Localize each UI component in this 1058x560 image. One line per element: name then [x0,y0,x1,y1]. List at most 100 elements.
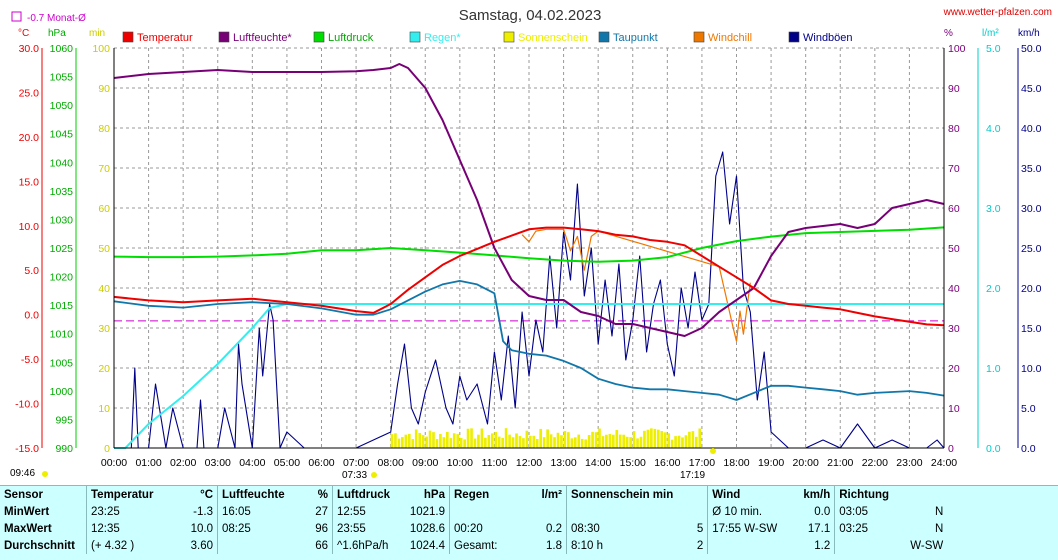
summary-cell-value: 66 [315,539,328,552]
summary-header-unit: % [317,488,328,501]
summary-cell-time: 03:05 [834,503,906,520]
summary-cell-time: Gesamt: [449,537,518,554]
legend-swatch-rain [409,31,421,43]
sunshine-bar [463,439,466,448]
summary-row-max: MaxWert 12:35 10.0 08:25 96 23:55 1028.6… [0,520,947,537]
y-tick-label-sun: 80 [98,123,110,135]
y-tick-label-humidity: 20 [948,363,960,375]
sunshine-bar [432,432,435,448]
sunshine-bar [560,435,563,448]
sunshine-bar [501,437,504,448]
x-tick-label: 21:00 [827,457,853,469]
weather-chart: Samstag, 04.02.2023 www.wetter-pfalzen.c… [10,7,1052,481]
axis-tick-labels: 00:00 01:00 02:00 03:00 04:00 05:00 06:00 07:00… [15,43,1042,469]
legend-swatch-pres [313,31,325,43]
sunshine-bar [470,428,473,448]
sunshine-bar [539,428,543,448]
sunshine-bar [421,435,425,448]
y-tick-label-wind: 40.0 [1021,123,1042,135]
summary-header-unit [905,486,947,503]
sunshine-bar [570,438,574,448]
legend-swatch-temp [122,31,134,43]
sunshine-bar [504,428,508,448]
y-tick-label-sun: 50 [98,243,110,255]
y-tick-label-wind: 50.0 [1021,43,1042,55]
y-tick-label-rain: 3.0 [986,203,1001,215]
y-tick-label-humidity: 10 [948,403,960,415]
y-tick-label-temp: 20.0 [19,132,40,144]
series-line-gust [114,151,945,449]
source-link[interactable]: www.wetter-pfalzen.com [943,7,1052,18]
summary-cell-value: 27 [315,505,328,518]
summary-cell-value: 2 [696,539,704,552]
summary-cell-time: 16:05 [217,503,304,520]
sunshine-bar [456,434,460,448]
y-tick-label-wind: 5.0 [1021,403,1036,415]
y-tick-label-sun: 0 [104,443,110,455]
sunshine-bar [428,430,432,448]
sunshine-bar [522,438,525,448]
summary-cell-value: 0.2 [546,522,562,535]
sunshine-bar [532,435,536,448]
summary-cell-value: 0.0 [814,505,831,518]
unit-sun: min [89,28,105,39]
y-tick-label-pressure: 1040 [50,157,74,169]
summary-cell-time: 08:25 [217,520,304,537]
y-tick-label-humidity: 80 [948,123,960,135]
sunset-label: 17:19 [680,470,705,481]
x-tick-label: 05:00 [274,457,300,469]
sunshine-bar [573,437,577,448]
y-tick-label-humidity: 90 [948,83,960,95]
sunshine-bar [591,431,594,448]
sunshine-bar [535,439,539,448]
summary-header-unit: hPa [423,488,445,501]
sunshine-bar [625,436,629,448]
x-tick-label: 07:00 [343,457,369,469]
sunshine-bar [484,437,487,448]
y-tick-label-rain: 0.0 [986,443,1001,455]
summary-cell-value: N [934,505,944,518]
sunshine-bar [563,430,567,448]
sunshine-bar [446,431,449,448]
summary-header-label: Luftfeuchte [217,486,304,503]
sunshine-bar [667,433,670,448]
sunshine-bar [518,436,522,448]
y-tick-label-wind: 35.0 [1021,163,1042,175]
sunshine-bar [439,434,442,448]
y-tick-label-wind: 30.0 [1021,203,1042,215]
legend-swatch-sun [503,31,515,43]
legend-item-gust: Windböen [788,31,853,44]
y-tick-label-sun: 20 [98,363,110,375]
summary-header-label: Regen [449,486,518,503]
legend-label-pres: Luftdruck [328,32,374,44]
sunshine-bar [677,435,681,448]
x-tick-label: 17:00 [689,457,715,469]
legend-item-dew: Taupunkt [598,31,658,44]
summary-header-unit: °C [200,488,213,501]
legend-swatch-chill [693,31,705,43]
y-tick-label-temp: 5.0 [24,265,39,277]
y-tick-label-sun: 60 [98,203,110,215]
sunshine-bar [546,429,549,448]
x-tick-label: 24:00 [931,457,957,469]
sunshine-bar [442,437,446,448]
sunshine-bar [525,430,529,448]
x-tick-label: 20:00 [793,457,819,469]
summary-cell-value: 1.2 [814,539,831,552]
y-tick-label-sun: 40 [98,283,110,295]
y-tick-label-sun: 30 [98,323,110,335]
sunshine-bar [643,430,646,448]
y-tick-label-rain: 1.0 [986,363,1001,375]
summary-cell-value [677,503,708,520]
y-tick-label-humidity: 30 [948,323,960,335]
sunshine-bar [549,434,553,448]
x-tick-label: 06:00 [308,457,334,469]
x-tick-label: 08:00 [378,457,404,469]
sunshine-bar [490,433,494,448]
x-tick-label: 15:00 [620,457,646,469]
y-tick-label-temp: -15.0 [15,443,39,455]
sunshine-bar [646,429,650,448]
sunshine-bar [511,437,515,448]
summary-cell-time [707,537,797,554]
y-tick-label-pressure: 1035 [50,186,74,198]
